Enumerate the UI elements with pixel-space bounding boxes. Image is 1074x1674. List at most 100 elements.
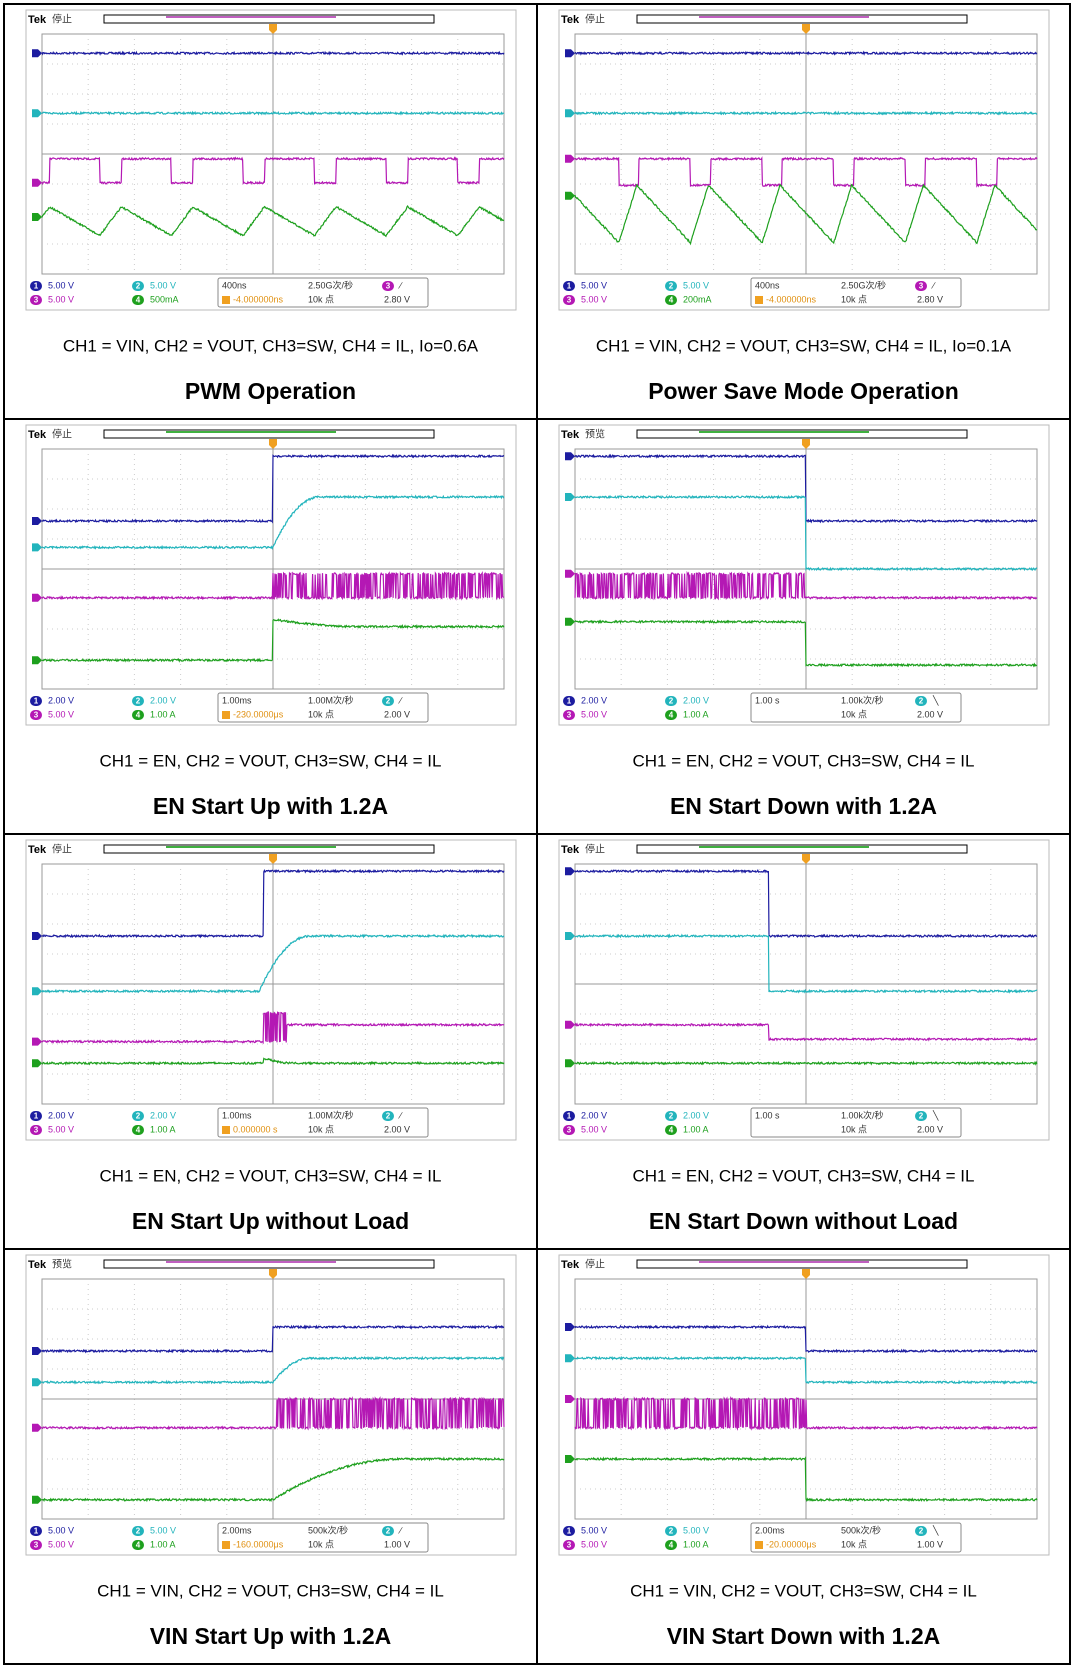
- channel-scale: 2.00 V: [48, 1110, 74, 1120]
- sample-rate: 1.00M次/秒: [308, 1109, 354, 1120]
- channel-badge-label: 4: [136, 1541, 141, 1550]
- channel-badge-label: 2: [136, 1527, 141, 1536]
- channel-badge-label: 1: [567, 1527, 572, 1536]
- scope-brand: Tek: [561, 14, 580, 26]
- trigger-slope: ╲: [932, 694, 939, 706]
- channel-badge-label: 2: [669, 697, 674, 706]
- record-window: [699, 431, 869, 433]
- timebase: 2.00ms: [755, 1525, 785, 1535]
- timebase: 1.00 s: [755, 1110, 780, 1120]
- record-window: [166, 1261, 336, 1263]
- figure-title: EN Start Up with 1.2A: [153, 793, 388, 819]
- record-length: 10k 点: [841, 1539, 867, 1549]
- record-window: [699, 1261, 869, 1263]
- timebase: 1.00ms: [222, 1110, 252, 1120]
- channel-badge-label: 1: [34, 282, 39, 291]
- scope-brand: Tek: [28, 14, 47, 26]
- channel-badge-label: 3: [34, 711, 39, 720]
- scope-panel: Tek停止15.00 V25.00 V35.00 V4500mA400ns-4.…: [26, 10, 516, 404]
- delay: 0.000000 s: [233, 1124, 278, 1134]
- channel-scale: 1.00 A: [683, 709, 709, 719]
- sample-rate: 2.50G次/秒: [841, 279, 886, 290]
- sample-rate: 500k次/秒: [308, 1524, 348, 1535]
- channel-badge-label: 1: [34, 1527, 39, 1536]
- scope-brand: Tek: [561, 844, 580, 856]
- delay-icon: [222, 1126, 230, 1134]
- channel-badge-label: 3: [567, 1126, 572, 1135]
- channel-scale: 5.00 V: [150, 1525, 176, 1535]
- channel-scale: 5.00 V: [581, 280, 607, 290]
- channel-badge-label: 1: [34, 697, 39, 706]
- delay: -230.0000μs: [233, 709, 284, 719]
- trigger-level: 2.00 V: [917, 709, 943, 719]
- timebase: 1.00ms: [222, 695, 252, 705]
- delay-icon: [755, 296, 763, 304]
- channel-scale: 2.00 V: [581, 695, 607, 705]
- scope-status: 停止: [585, 13, 605, 26]
- channel-scale: 2.00 V: [683, 695, 709, 705]
- trigger-level: 2.00 V: [384, 709, 410, 719]
- channel-badge-label: 3: [567, 1541, 572, 1550]
- record-window: [166, 16, 336, 18]
- figure-sheet: Tek停止15.00 V25.00 V35.00 V4500mA400ns-4.…: [0, 0, 1074, 1669]
- sample-rate: 1.00k次/秒: [841, 694, 884, 705]
- delay-icon: [755, 1541, 763, 1549]
- channel-badge-label: 3: [567, 711, 572, 720]
- channel-scale: 1.00 A: [683, 1539, 709, 1549]
- scope-panel: Tek预览15.00 V25.00 V35.00 V41.00 A2.00ms-…: [26, 1255, 516, 1649]
- channel-scale: 5.00 V: [581, 1124, 607, 1134]
- timebase: 400ns: [222, 280, 247, 290]
- scope-panel: Tek停止12.00 V22.00 V35.00 V41.00 A1.00ms-…: [26, 425, 516, 819]
- channel-scale: 5.00 V: [48, 1539, 74, 1549]
- figure-title: VIN Start Up with 1.2A: [150, 1623, 392, 1649]
- channel-scale: 2.00 V: [581, 1110, 607, 1120]
- channel-badge-label: 3: [34, 296, 39, 305]
- timebase: 1.00 s: [755, 695, 780, 705]
- trigger-level: 2.00 V: [917, 1124, 943, 1134]
- channel-badge-label: 2: [669, 1527, 674, 1536]
- channel-badge-label: 4: [669, 711, 674, 720]
- channel-scale: 5.00 V: [150, 280, 176, 290]
- scope-panel: Tek停止12.00 V22.00 V35.00 V41.00 A1.00ms0…: [26, 840, 516, 1234]
- caption: CH1 = VIN, CH2 = VOUT, CH3=SW, CH4 = IL,…: [596, 336, 1012, 355]
- record-length: 10k 点: [841, 1124, 867, 1134]
- channel-badge-label: 4: [136, 711, 141, 720]
- record-length: 10k 点: [308, 1124, 334, 1134]
- channel-badge-label: 2: [919, 697, 924, 706]
- record-window: [699, 846, 869, 848]
- channel-scale: 5.00 V: [683, 280, 709, 290]
- channel-badge-label: 3: [34, 1541, 39, 1550]
- channel-badge-label: 2: [136, 1112, 141, 1121]
- record-length: 10k 点: [308, 1539, 334, 1549]
- sample-rate: 500k次/秒: [841, 1524, 881, 1535]
- record-window: [166, 846, 336, 848]
- channel-badge-label: 4: [669, 1541, 674, 1550]
- channel-scale: 200mA: [683, 294, 712, 304]
- record-length: 10k 点: [841, 709, 867, 719]
- record-length: 10k 点: [841, 294, 867, 304]
- channel-badge-label: 2: [919, 1112, 924, 1121]
- scope-panel: Tek停止15.00 V25.00 V35.00 V41.00 A2.00ms-…: [559, 1255, 1049, 1649]
- sample-rate: 2.50G次/秒: [308, 279, 353, 290]
- trigger-level: 2.80 V: [384, 294, 410, 304]
- scope-panel: Tek停止15.00 V25.00 V35.00 V4200mA400ns-4.…: [559, 10, 1049, 404]
- channel-scale: 2.00 V: [150, 1110, 176, 1120]
- record-window: [699, 16, 869, 18]
- page: Tek停止15.00 V25.00 V35.00 V4500mA400ns-4.…: [0, 0, 1074, 1669]
- scope-brand: Tek: [561, 429, 580, 441]
- figure-title: Power Save Mode Operation: [648, 378, 959, 404]
- scope-status: 停止: [585, 843, 605, 856]
- channel-scale: 5.00 V: [48, 280, 74, 290]
- caption: CH1 = VIN, CH2 = VOUT, CH3=SW, CH4 = IL,…: [63, 336, 479, 355]
- channel-scale: 1.00 A: [150, 709, 176, 719]
- channel-badge-label: 2: [386, 697, 391, 706]
- channel-badge-label: 4: [669, 296, 674, 305]
- channel-scale: 5.00 V: [48, 1124, 74, 1134]
- figure-title: EN Start Down with 1.2A: [670, 793, 937, 819]
- scope-status: 预览: [585, 428, 605, 441]
- delay-icon: [222, 711, 230, 719]
- channel-badge-label: 3: [34, 1126, 39, 1135]
- scope-status: 停止: [585, 1258, 605, 1271]
- channel-badge-label: 2: [136, 697, 141, 706]
- timebase: 400ns: [755, 280, 780, 290]
